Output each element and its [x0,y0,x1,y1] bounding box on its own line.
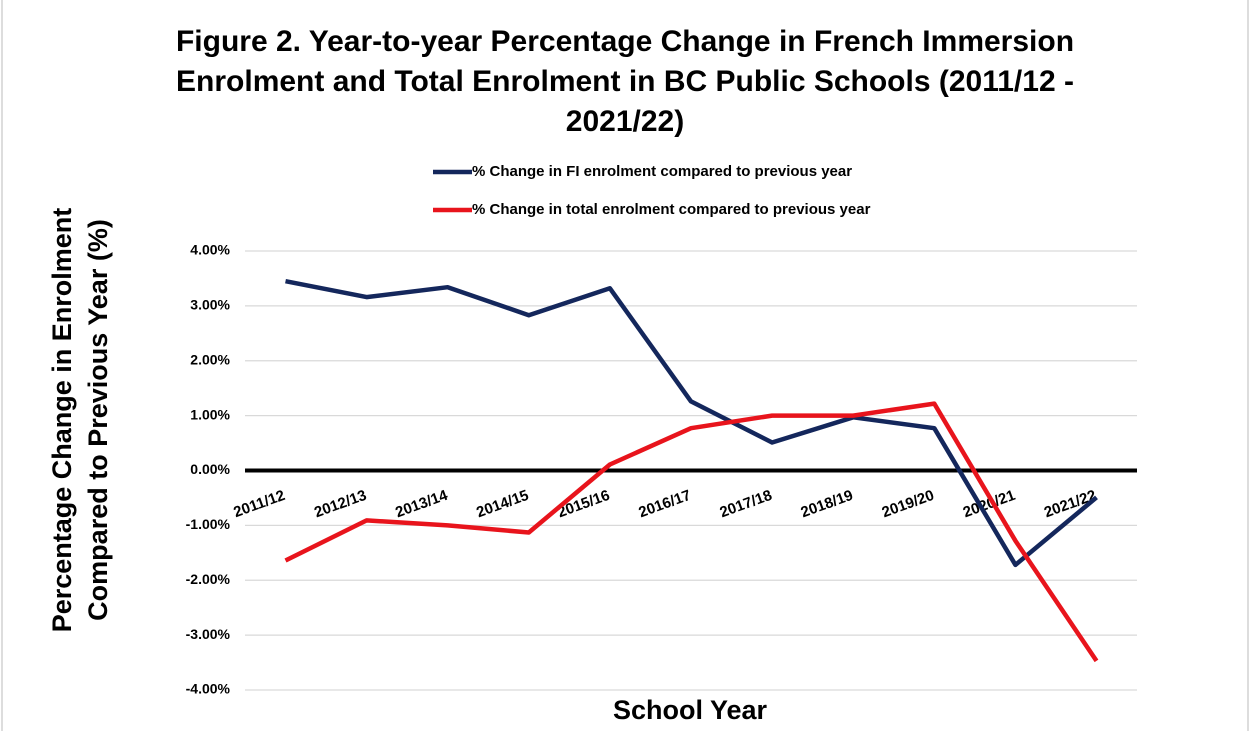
y-tick-label: 2.00% [190,351,230,367]
series-line [285,278,1098,568]
x-tick-label: 2020/21 [961,487,1018,522]
x-tick-label: 2013/14 [393,487,450,522]
y-tick-label: 3.00% [190,297,230,313]
x-tick-label: 2017/18 [718,487,775,522]
x-tick-label: 2012/13 [312,487,369,522]
series-line [284,401,1099,663]
x-tick-label: 2019/20 [880,487,937,522]
y-tick-label: 4.00% [190,242,230,258]
y-tick-label: 1.00% [190,406,230,422]
legend-label: % Change in FI enrolment compared to pre… [472,163,852,180]
x-tick-label: 2018/19 [799,487,856,522]
x-tick-label: 2016/17 [636,487,693,522]
legend-label: % Change in total enrolment compared to … [472,201,871,218]
x-tick-label: 2011/12 [231,487,287,521]
x-tick-label: 2014/15 [474,487,531,522]
y-tick-label: -1.00% [186,516,231,532]
y-tick-label: -3.00% [186,626,231,642]
x-axis-title: School Year [613,695,768,725]
y-tick-label: -2.00% [186,571,231,587]
y-tick-label: 0.00% [190,461,230,477]
y-tick-label: -4.00% [186,681,231,697]
chart-title: Figure 2. Year-to-year Percentage Change… [175,25,1075,138]
